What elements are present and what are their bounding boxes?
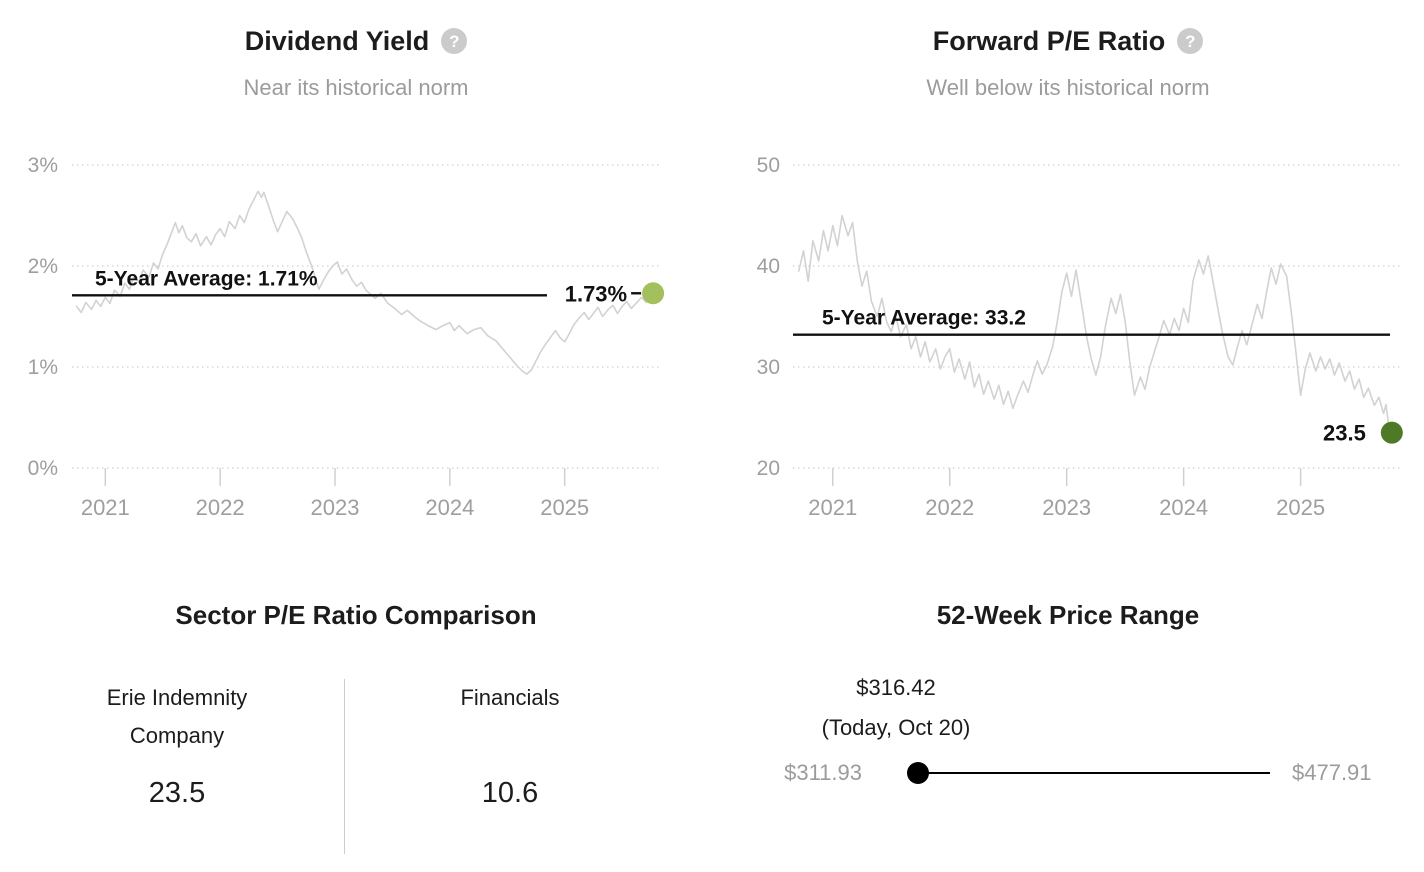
x-axis-label: 2022 [196, 495, 245, 520]
forward-pe-card: Forward P/E Ratio ? Well below its histo… [712, 0, 1424, 560]
dividend-yield-chart: 3% 2% 1% 0% 2021 2022 2023 2024 2025 5-Year Avera… [28, 154, 665, 520]
question-mark-icon[interactable]: ? [441, 28, 468, 54]
sector-column: Financials 10.6 [360, 679, 660, 810]
current-value-label: 1.73% [565, 281, 627, 306]
range-low-label: $311.93 [784, 760, 862, 785]
current-value-label: 23.5 [1323, 421, 1366, 446]
current-value-dot [1380, 421, 1403, 444]
forward-pe-chart: 50 40 30 20 2021 2022 2023 2024 2025 5-Year Avera… [757, 154, 1403, 520]
current-price-label: $316.42 [856, 675, 936, 700]
x-axis-label: 2023 [1042, 495, 1091, 520]
x-axis-label: 2021 [81, 495, 130, 520]
sector-comparison-table: Erie Indemnity Company 23.5 Financials 1… [0, 679, 712, 869]
x-axis-label: 2024 [425, 495, 474, 520]
sector-name-label: Financials [460, 685, 560, 710]
dividend-yield-header: Dividend Yield ? [0, 0, 712, 58]
x-axis-label: 2023 [311, 495, 360, 520]
dividend-yield-card: Dividend Yield ? Near its historical nor… [0, 0, 712, 560]
price-range-card: 52-Week Price Range $316.42 (Today, Oct … [712, 588, 1424, 872]
y-axis-label: 40 [757, 255, 780, 278]
average-label: 5-Year Average: 1.71% [95, 267, 318, 290]
forward-pe-subtitle: Well below its historical norm [926, 75, 1210, 100]
series-line [75, 190, 654, 375]
y-axis-label: 3% [28, 154, 58, 177]
y-axis-label: 1% [28, 356, 58, 379]
price-range-track [908, 772, 1270, 774]
dividend-yield-title: Dividend Yield [244, 26, 430, 56]
y-axis-label: 2% [28, 255, 58, 278]
x-axis-label: 2025 [540, 495, 589, 520]
question-mark-icon[interactable]: ? [1177, 28, 1204, 54]
x-axis-label: 2022 [925, 495, 974, 520]
price-range-widget: $316.42 (Today, Oct 20) $311.93 $477.91 [712, 631, 1424, 851]
company-name-label: Erie Indemnity Company [106, 685, 248, 748]
x-axis-label: 2021 [808, 495, 857, 520]
y-axis-label: 50 [757, 154, 780, 177]
x-axis-label: 2024 [1159, 495, 1208, 520]
current-date-label: (Today, Oct 20) [821, 715, 971, 740]
forward-pe-title: Forward P/E Ratio [932, 26, 1166, 56]
column-divider [344, 679, 345, 854]
sector-pe-value: 10.6 [481, 777, 539, 809]
current-value-dot [642, 282, 665, 305]
company-pe-value: 23.5 [148, 777, 206, 809]
y-axis-label: 20 [757, 457, 780, 480]
y-axis-label: 30 [757, 356, 780, 379]
price-range-title: 52-Week Price Range [936, 600, 1200, 630]
forward-pe-header: Forward P/E Ratio ? [712, 0, 1424, 58]
x-axis-label: 2025 [1276, 495, 1325, 520]
company-column: Erie Indemnity Company 23.5 [27, 679, 327, 810]
sector-comparison-title: Sector P/E Ratio Comparison [175, 600, 537, 630]
sector-pe-comparison: Sector P/E Ratio Comparison Erie Indemni… [0, 588, 712, 872]
series-line [798, 214, 1393, 434]
range-high-label: $477.91 [1292, 760, 1372, 785]
average-label: 5-Year Average: 33.2 [822, 307, 1026, 330]
dividend-yield-subtitle: Near its historical norm [243, 75, 469, 100]
y-axis-label: 0% [28, 457, 58, 480]
current-price-marker-dot [906, 762, 929, 784]
